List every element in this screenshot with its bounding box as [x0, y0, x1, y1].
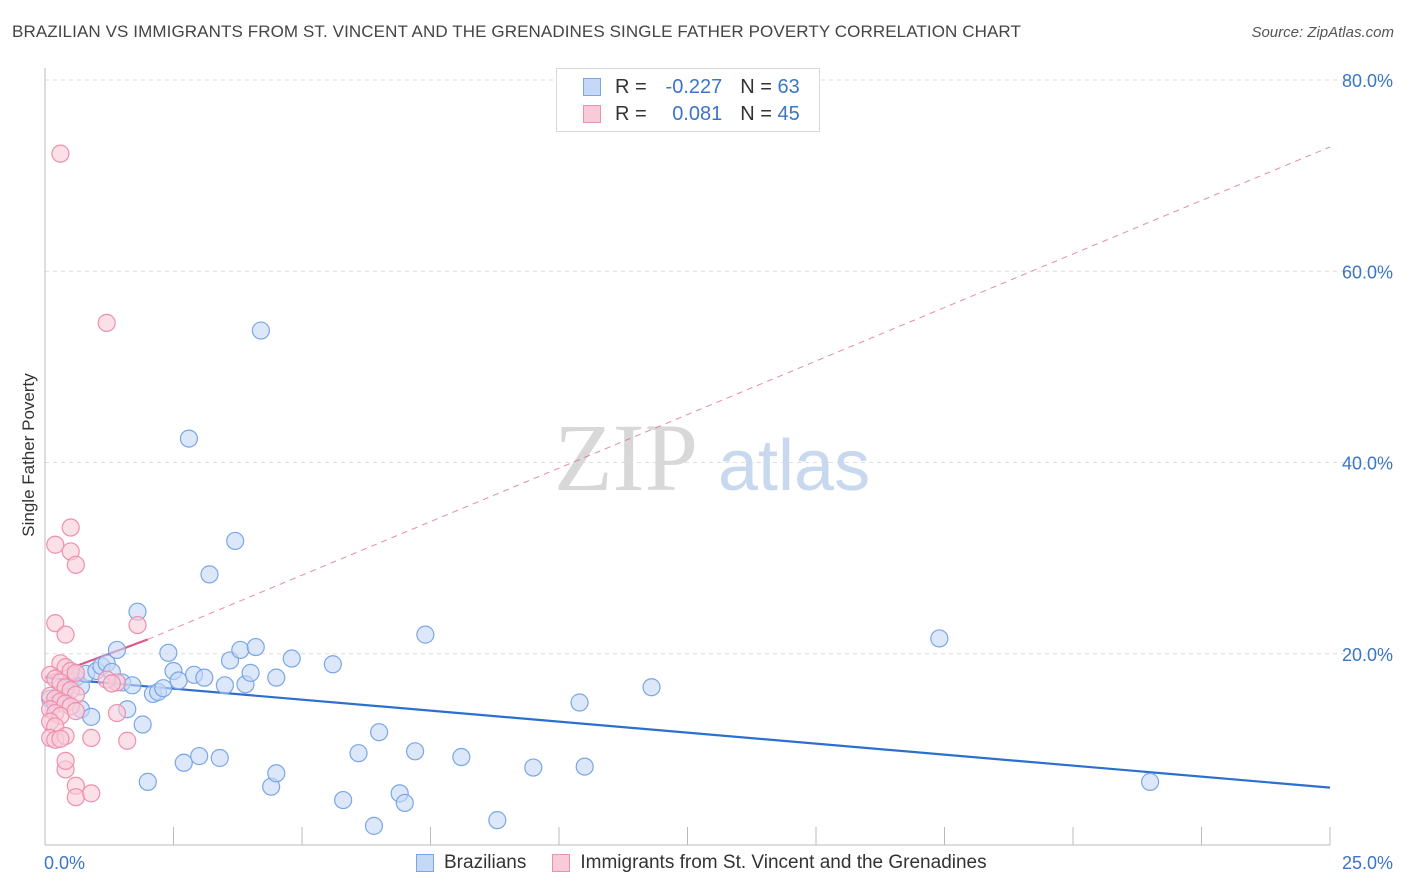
brazilian-point [215, 676, 234, 695]
immigrant-point [66, 788, 85, 807]
brazilian-point [570, 693, 589, 712]
immigrant-point [82, 728, 101, 748]
brazilian-point [524, 758, 543, 777]
legend-n-label: N = [740, 75, 772, 98]
immigrant-point [118, 731, 137, 750]
immigrant-point [128, 615, 147, 635]
legend-n-value: 45 [777, 102, 800, 125]
legend-r-label: R = [615, 75, 647, 98]
brazilian-point [395, 793, 414, 813]
immigrant-point [102, 674, 121, 693]
immigrant-point [97, 313, 116, 332]
brazilian-point [200, 565, 219, 584]
legend-r-value: -0.227 [665, 75, 723, 98]
immigrant-point [46, 535, 65, 554]
data-points [41, 144, 1160, 835]
tick-labels: 20.0% 40.0% 60.0% 80.0% 0.0% 25.0% [44, 71, 1393, 873]
y-tick-label: 40.0% [1342, 454, 1393, 474]
grid-lines [45, 79, 1392, 655]
immigrant-point [61, 518, 80, 537]
brazilian-point [241, 663, 260, 682]
brazilian-point [133, 715, 152, 734]
brazilian-point [226, 531, 245, 551]
series-legend: Brazilians Immigrants from St. Vincent a… [416, 852, 987, 874]
brazilian-point [370, 723, 389, 742]
brazilian-point [349, 744, 368, 763]
x-tick-label: 25.0% [1342, 853, 1393, 873]
series-swatch-immigrants [552, 854, 571, 872]
chart-title: BRAZILIAN VS IMMIGRANTS FROM ST. VINCENT… [12, 22, 1021, 41]
series-label-brazilians: Brazilians [444, 852, 527, 873]
brazilian-point [246, 637, 265, 657]
brazilian-point [179, 429, 199, 448]
brazilian-point [210, 748, 229, 768]
brazilian-point [452, 747, 471, 767]
immigrant-point [56, 751, 75, 770]
immigrant-point [66, 702, 85, 721]
brazilian-point [267, 668, 286, 687]
immigrant-point [51, 144, 70, 163]
brazilian-point [251, 321, 270, 340]
brazilian-point [930, 629, 949, 648]
y-axis-title: Single Father Poverty [19, 373, 38, 537]
x-tick-label: 0.0% [44, 853, 85, 873]
y-tick-label: 20.0% [1342, 645, 1393, 665]
brazilian-point [575, 757, 594, 776]
immigrant-point [46, 614, 65, 633]
chart-source: Source: ZipAtlas.com [1251, 24, 1394, 41]
legend-swatch-pink [583, 105, 601, 123]
brazilian-point [405, 742, 425, 761]
legend-row-brazilians: R = -0.227 N = 63 [583, 74, 800, 100]
watermark-zip: ZIP [554, 404, 698, 511]
y-tick-label: 80.0% [1342, 71, 1393, 91]
brazilian-point [334, 790, 353, 810]
legend-n-value: 63 [777, 75, 800, 98]
immigrant-point [82, 784, 101, 803]
brazilian-point [190, 746, 209, 766]
immigrant-point [56, 625, 75, 644]
brazilian-point [416, 625, 435, 644]
immigrant-point [66, 663, 85, 682]
brazilian-point [138, 772, 157, 791]
immigrant-point [51, 729, 70, 748]
brazilian-point [1140, 772, 1160, 791]
brazilian-point [154, 679, 173, 698]
legend-r-label: R = [615, 102, 647, 125]
brazilian-point [323, 655, 342, 674]
legend-swatch-blue [583, 78, 601, 96]
immigrant-point [66, 555, 85, 574]
series-label-immigrants: Immigrants from St. Vincent and the Gren… [580, 852, 987, 873]
legend-r-value: 0.081 [672, 102, 723, 125]
correlation-legend: R = -0.227 N = 63 R = 0.081 N = 45 [556, 68, 820, 132]
brazilian-point [231, 640, 250, 660]
brazilian-point [107, 640, 127, 660]
immigrants-trend-extension [147, 146, 1331, 640]
brazilian-point [169, 671, 188, 690]
legend-n-label: N = [740, 102, 772, 125]
brazilians-trend-line [44, 676, 1331, 789]
y-tick-label: 60.0% [1342, 262, 1393, 282]
brazilian-point [642, 678, 661, 697]
brazilian-point [488, 811, 507, 830]
brazilian-point [123, 676, 142, 695]
brazilian-point [282, 649, 301, 668]
brazilian-point [195, 668, 214, 687]
watermark-atlas: atlas [718, 426, 870, 506]
brazilian-point [82, 707, 101, 726]
brazilian-point [267, 764, 286, 783]
legend-row-immigrants: R = 0.081 N = 45 [583, 101, 800, 127]
brazilian-point [174, 753, 193, 772]
watermark: ZIP atlas [554, 404, 870, 511]
immigrant-point [107, 703, 127, 723]
brazilian-point [364, 816, 384, 835]
series-swatch-brazilians [416, 854, 434, 872]
brazilian-point [159, 643, 178, 662]
